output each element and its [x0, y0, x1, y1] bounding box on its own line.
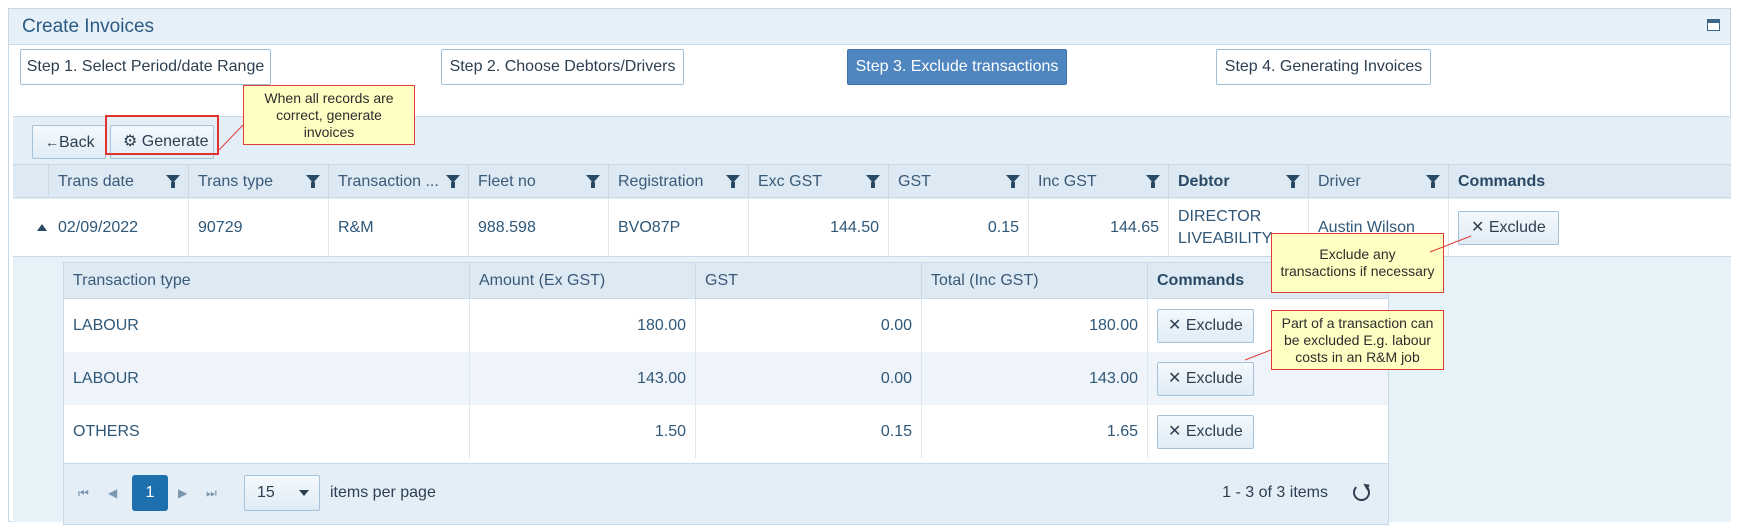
close-icon: ✕ — [1168, 316, 1182, 334]
last-page-icon[interactable]: ⏭ — [206, 486, 217, 500]
cell-type: LABOUR — [73, 369, 139, 387]
cell-total: 143.00 — [921, 352, 1147, 405]
col-detail-gst: GST — [695, 263, 921, 299]
exclude-button[interactable]: ✕ Exclude — [1157, 361, 1254, 396]
items-per-page-label: items per page — [330, 484, 436, 501]
exclude-button[interactable]: ✕ Exclude — [1458, 211, 1559, 245]
col-fleet-no[interactable]: Fleet no — [468, 165, 608, 198]
filter-icon[interactable] — [1286, 175, 1300, 188]
cell-driver: Austin Wilson — [1308, 199, 1448, 257]
page-size-select[interactable]: 15 — [244, 475, 320, 511]
cell-command: ✕ Exclude — [1147, 405, 1257, 458]
callout-exclude: Exclude any transactions if necessary — [1271, 233, 1444, 293]
cell-inc-gst: 144.65 — [1028, 199, 1168, 257]
col-trans-date[interactable]: Trans date — [48, 165, 188, 198]
cell-gst: 0.00 — [695, 352, 921, 405]
close-icon: ✕ — [1168, 369, 1182, 387]
collapse-arrow-icon[interactable] — [37, 224, 47, 231]
pager: ⏮ ◀ 1 ▶ ⏭ 15 items per page 1 - 3 of 3 i… — [64, 463, 1388, 524]
cell-trans-date: 02/09/2022 — [58, 219, 139, 236]
filter-icon[interactable] — [866, 175, 880, 188]
cell-total: 1.65 — [921, 405, 1147, 458]
step-1-button[interactable]: Step 1. Select Period/date Range — [20, 49, 271, 85]
col-total: Total (Inc GST) — [921, 263, 1147, 299]
cell-debtor: DIRECTOR LIVEABILITY — [1168, 199, 1308, 257]
first-page-icon[interactable]: ⏮ — [78, 486, 89, 500]
col-gst[interactable]: GST — [888, 165, 1028, 198]
col-trans-type[interactable]: Trans type — [188, 165, 328, 198]
cell-exc-gst: 144.50 — [748, 199, 888, 257]
main-table-header: Trans date Trans type Transaction ... Fl… — [13, 165, 1731, 198]
generate-label: Generate — [141, 133, 209, 150]
cell-type: LABOUR — [73, 316, 139, 334]
col-inc-gst[interactable]: Inc GST — [1028, 165, 1168, 198]
table-row: OTHERS 1.50 0.15 1.65 ✕ Exclude — [64, 405, 1388, 458]
exclude-button[interactable]: ✕ Exclude — [1157, 414, 1254, 449]
page-number-current[interactable]: 1 — [132, 475, 168, 511]
cell-amount: 1.50 — [469, 405, 695, 458]
col-exc-gst[interactable]: Exc GST — [748, 165, 888, 198]
col-amount: Amount (Ex GST) — [469, 263, 695, 299]
cell-transaction: R&M — [328, 199, 468, 257]
cell-commands: ✕ Exclude — [1448, 199, 1559, 257]
col-registration[interactable]: Registration — [608, 165, 748, 198]
col-commands: Commands — [1448, 165, 1558, 198]
cell-gst: 0.15 — [695, 405, 921, 458]
next-page-icon[interactable]: ▶ — [178, 486, 188, 500]
col-driver[interactable]: Driver — [1308, 165, 1448, 198]
cell-command: ✕ Exclude — [1147, 352, 1257, 405]
cell-fleet-no: 988.598 — [468, 199, 608, 257]
filter-icon[interactable] — [586, 175, 600, 188]
step-3-button[interactable]: Step 3. Exclude transactions — [847, 49, 1067, 85]
back-label: Back — [59, 134, 95, 151]
col-transaction-type: Transaction type — [73, 272, 191, 289]
back-button[interactable]: ←Back — [32, 125, 106, 159]
prev-page-icon[interactable]: ◀ — [108, 486, 118, 500]
invoice-grid: ←Back ⚙ Generate Trans date Trans type T… — [13, 116, 1731, 525]
table-row: LABOUR 180.00 0.00 180.00 ✕ Exclude — [64, 299, 1388, 352]
panel-header: Create Invoices — [9, 9, 1730, 45]
cell-command: ✕ Exclude — [1147, 299, 1257, 352]
filter-icon[interactable] — [446, 175, 460, 188]
arrow-left-icon: ← — [45, 134, 59, 150]
cell-amount: 180.00 — [469, 299, 695, 352]
cell-total: 180.00 — [921, 299, 1147, 352]
panel-title: Create Invoices — [22, 16, 155, 37]
chevron-down-icon — [299, 490, 309, 496]
filter-icon[interactable] — [166, 175, 180, 188]
refresh-icon[interactable] — [1353, 484, 1370, 501]
col-debtor[interactable]: Debtor — [1168, 165, 1308, 198]
callout-generate: When all records are correct, generate i… — [243, 85, 415, 145]
gear-icon: ⚙ — [123, 133, 138, 150]
cell-registration: BVO87P — [608, 199, 748, 257]
close-icon: ✕ — [1471, 219, 1485, 236]
table-row: LABOUR 143.00 0.00 143.00 ✕ Exclude — [64, 352, 1388, 405]
cell-type: OTHERS — [73, 422, 140, 440]
filter-icon[interactable] — [1006, 175, 1020, 188]
cell-gst: 0.15 — [888, 199, 1028, 257]
maximize-icon[interactable] — [1707, 19, 1720, 31]
filter-icon[interactable] — [306, 175, 320, 188]
filter-icon[interactable] — [1426, 175, 1440, 188]
cell-amount: 143.00 — [469, 352, 695, 405]
detail-table: Transaction type Amount (Ex GST) GST Tot… — [63, 262, 1389, 525]
filter-icon[interactable] — [726, 175, 740, 188]
cell-trans-type: 90729 — [188, 199, 328, 257]
detail-table-header: Transaction type Amount (Ex GST) GST Tot… — [64, 263, 1388, 299]
filter-icon[interactable] — [1146, 175, 1160, 188]
col-transaction[interactable]: Transaction ... — [328, 165, 468, 198]
step-4-button[interactable]: Step 4. Generating Invoices — [1216, 49, 1431, 85]
cell-gst: 0.00 — [695, 299, 921, 352]
callout-partial: Part of a transaction can be excluded E.… — [1271, 310, 1444, 370]
col-detail-commands: Commands — [1147, 263, 1257, 299]
highlight-box — [105, 115, 219, 155]
close-icon: ✕ — [1168, 422, 1182, 440]
table-row: 02/09/2022 90729 R&M 988.598 BVO87P 144.… — [13, 199, 1731, 257]
exclude-button[interactable]: ✕ Exclude — [1157, 308, 1254, 343]
items-count: 1 - 3 of 3 items — [1222, 484, 1328, 501]
step-2-button[interactable]: Step 2. Choose Debtors/Drivers — [441, 49, 684, 85]
